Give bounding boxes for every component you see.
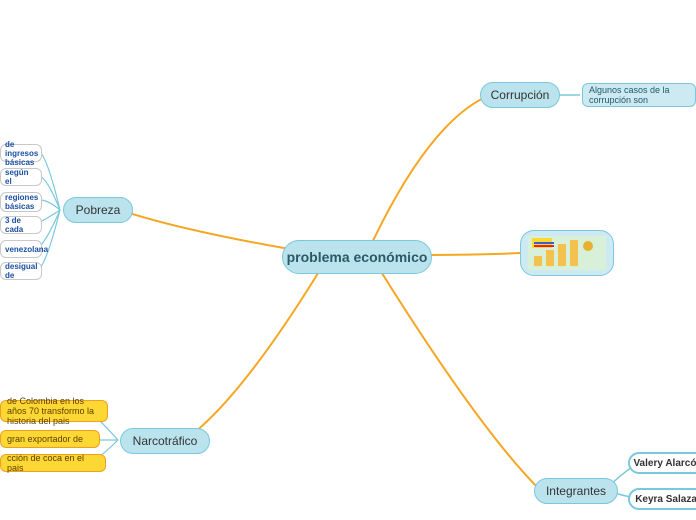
branch-corrupcion[interactable]: Corrupción — [480, 82, 560, 108]
pobreza-child-0[interactable]: de ingresos básicas — [0, 144, 42, 162]
pobreza-child-2-label: regiones básicas — [5, 193, 38, 211]
member-0[interactable]: Valery Alarcón — [628, 452, 696, 474]
pobreza-child-1[interactable]: según el — [0, 168, 42, 186]
pobreza-child-4[interactable]: venezolana — [0, 240, 42, 258]
branch-corrupcion-label: Corrupción — [491, 88, 550, 102]
branch-pobreza[interactable]: Pobreza — [63, 197, 133, 223]
branch-integrantes-label: Integrantes — [546, 484, 606, 498]
pobreza-child-4-label: venezolana — [5, 245, 48, 254]
pobreza-child-0-label: de ingresos básicas — [5, 140, 38, 167]
pobreza-child-3-label: 3 de cada — [5, 216, 37, 234]
pobreza-child-3[interactable]: 3 de cada — [0, 216, 42, 234]
center-label: problema económico — [287, 249, 428, 265]
branch-narcotrafico-label: Narcotráfico — [133, 434, 198, 448]
narco-child-2-label: cción de coca en el pais — [7, 453, 99, 473]
member-1[interactable]: Keyra Salazar — [628, 488, 696, 510]
branch-narcotrafico[interactable]: Narcotráfico — [120, 428, 210, 454]
branch-integrantes[interactable]: Integrantes — [534, 478, 618, 504]
member-1-label: Keyra Salazar — [635, 494, 696, 505]
narco-child-2[interactable]: cción de coca en el pais — [0, 454, 106, 472]
pobreza-child-2[interactable]: regiones básicas — [0, 192, 42, 212]
pobreza-child-5[interactable]: desigual de — [0, 262, 42, 280]
narco-child-0-label: de Colombia en los años 70 transformo la… — [7, 396, 101, 426]
image-node[interactable] — [520, 230, 614, 276]
pobreza-child-1-label: según el — [5, 168, 37, 186]
narco-child-0[interactable]: de Colombia en los años 70 transformo la… — [0, 400, 108, 422]
economy-image-icon — [528, 236, 606, 270]
narco-child-1[interactable]: gran exportador de — [0, 430, 100, 448]
branch-pobreza-label: Pobreza — [76, 203, 121, 217]
member-0-label: Valery Alarcón — [633, 458, 696, 469]
corrupcion-child-label: Algunos casos de la corrupción son — [589, 85, 689, 105]
center-node[interactable]: problema económico — [282, 240, 432, 274]
narco-child-1-label: gran exportador de — [7, 434, 83, 444]
pobreza-child-5-label: desigual de — [5, 262, 37, 280]
corrupcion-child[interactable]: Algunos casos de la corrupción son — [582, 83, 696, 107]
